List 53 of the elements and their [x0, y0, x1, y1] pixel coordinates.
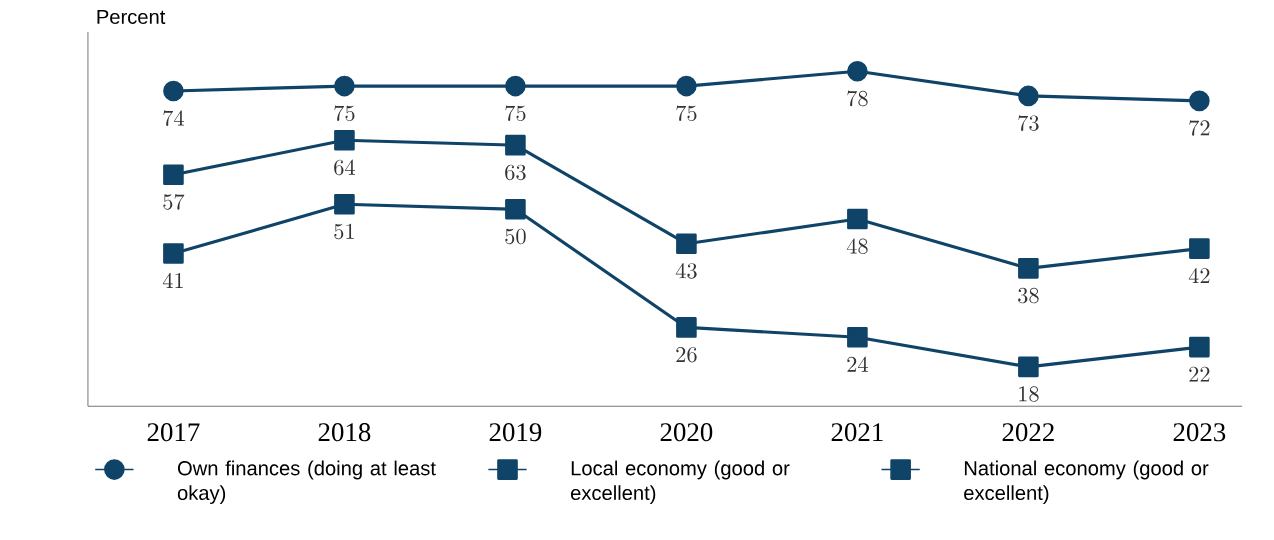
data-label: 57: [163, 193, 185, 210]
point: [334, 129, 355, 151]
data-label: 64: [334, 159, 355, 176]
point: [676, 317, 697, 338]
legend-label: Local economy (good or excellent): [571, 460, 790, 504]
x-tick-label: 2022: [1002, 423, 1054, 442]
data-label: 43: [675, 262, 697, 279]
point: [847, 60, 868, 82]
point: [1018, 85, 1039, 107]
point: [163, 243, 184, 264]
point: [1018, 356, 1039, 378]
point: [676, 75, 697, 97]
point: [505, 134, 526, 156]
data-label: 75: [505, 105, 526, 121]
x-tick-label: 2021: [831, 423, 883, 442]
point: [1189, 90, 1210, 112]
data-label: 50: [505, 228, 526, 245]
data-label: 42: [1188, 267, 1210, 284]
data-label: 41: [162, 272, 183, 288]
y-axis-title: Percent: [97, 9, 166, 24]
data-label: 24: [847, 356, 868, 372]
data-label: 22: [1189, 366, 1210, 382]
point: [505, 75, 526, 97]
data-label: 26: [676, 346, 697, 363]
point: [505, 198, 526, 220]
x-tick-label: 2020: [660, 423, 713, 442]
data-label: 75: [334, 105, 355, 121]
data-label: 51: [334, 223, 354, 240]
data-label: 63: [505, 164, 526, 181]
point: [676, 233, 697, 254]
legend-label: National economy (good or excellent): [964, 460, 1209, 504]
data-label: 18: [1019, 386, 1039, 402]
point: [1189, 238, 1210, 259]
point: [1018, 257, 1039, 279]
data-label: 72: [1189, 120, 1210, 136]
point: [847, 208, 868, 230]
data-label: 73: [1018, 115, 1039, 131]
x-tick-label: 2023: [1173, 423, 1226, 442]
legend-label: Own finances (doing at least okay): [177, 460, 436, 504]
point: [334, 193, 355, 215]
x-tick-label: 2017: [147, 423, 200, 442]
data-label: 38: [1018, 287, 1039, 304]
x-tick-label: 2018: [318, 423, 371, 442]
data-label: 75: [676, 105, 697, 121]
point: [334, 75, 355, 97]
data-label: 48: [846, 238, 868, 254]
point: [163, 80, 184, 102]
point: [1189, 336, 1210, 358]
data-label: 78: [847, 90, 868, 107]
point: [847, 326, 868, 348]
data-label: 74: [163, 110, 184, 126]
x-tick-label: 2019: [489, 423, 542, 442]
point: [163, 164, 184, 185]
